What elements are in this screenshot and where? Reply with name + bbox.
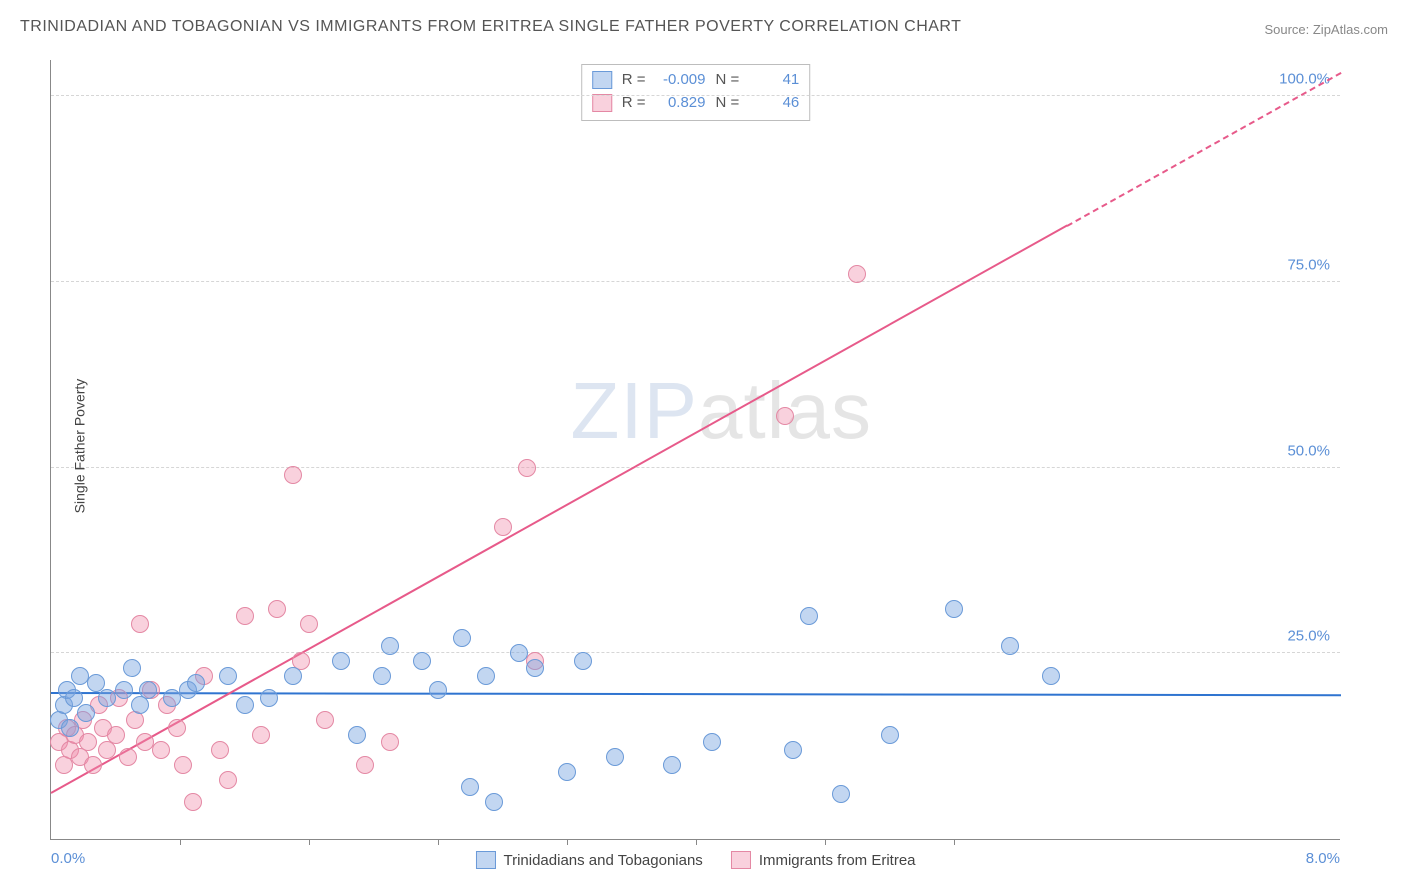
data-point-series-b bbox=[268, 600, 286, 618]
data-point-series-a bbox=[477, 667, 495, 685]
data-point-series-b bbox=[236, 607, 254, 625]
x-axis-max-label: 8.0% bbox=[1306, 850, 1340, 867]
data-point-series-a bbox=[284, 667, 302, 685]
data-point-series-b bbox=[131, 615, 149, 633]
data-point-series-a bbox=[219, 667, 237, 685]
swatch-series-a bbox=[592, 71, 612, 89]
data-point-series-a bbox=[945, 600, 963, 618]
data-point-series-a bbox=[784, 741, 802, 759]
chart-title: TRINIDADIAN AND TOBAGONIAN VS IMMIGRANTS… bbox=[20, 18, 961, 36]
y-tick-label: 25.0% bbox=[1287, 628, 1330, 645]
x-tick bbox=[180, 839, 181, 845]
data-point-series-b bbox=[494, 518, 512, 536]
xlegend-item-a: Trinidadians and Tobagonians bbox=[475, 851, 702, 869]
source-label: Source: ZipAtlas.com bbox=[1264, 22, 1388, 37]
data-point-series-b bbox=[252, 726, 270, 744]
data-point-series-a bbox=[663, 756, 681, 774]
swatch-series-a-bottom bbox=[475, 851, 495, 869]
gridline-h bbox=[51, 467, 1340, 468]
x-tick bbox=[954, 839, 955, 845]
x-tick bbox=[438, 839, 439, 845]
data-point-series-a bbox=[139, 681, 157, 699]
xlegend-item-b: Immigrants from Eritrea bbox=[731, 851, 916, 869]
data-point-series-a bbox=[373, 667, 391, 685]
data-point-series-b bbox=[152, 741, 170, 759]
data-point-series-a bbox=[574, 652, 592, 670]
data-point-series-b bbox=[184, 793, 202, 811]
chart-plot-area: ZIPatlas R = -0.009 N = 41 R = 0.829 N =… bbox=[50, 60, 1340, 840]
data-point-series-a bbox=[413, 652, 431, 670]
swatch-series-b bbox=[592, 94, 612, 112]
data-point-series-a bbox=[606, 748, 624, 766]
x-axis-legend: Trinidadians and Tobagonians Immigrants … bbox=[475, 851, 915, 869]
data-point-series-a bbox=[703, 733, 721, 751]
data-point-series-a bbox=[1001, 637, 1019, 655]
x-tick bbox=[696, 839, 697, 845]
data-point-series-b bbox=[381, 733, 399, 751]
n-value-a: 41 bbox=[749, 69, 799, 92]
data-point-series-a bbox=[260, 689, 278, 707]
data-point-series-a bbox=[429, 681, 447, 699]
data-point-series-b bbox=[356, 756, 374, 774]
data-point-series-b bbox=[211, 741, 229, 759]
correlation-legend: R = -0.009 N = 41 R = 0.829 N = 46 bbox=[581, 64, 811, 121]
data-point-series-a bbox=[381, 637, 399, 655]
data-point-series-a bbox=[558, 763, 576, 781]
data-point-series-a bbox=[1042, 667, 1060, 685]
data-point-series-a bbox=[510, 644, 528, 662]
x-axis-min-label: 0.0% bbox=[51, 850, 85, 867]
data-point-series-a bbox=[485, 793, 503, 811]
data-point-series-a bbox=[348, 726, 366, 744]
data-point-series-b bbox=[168, 719, 186, 737]
data-point-series-a bbox=[77, 704, 95, 722]
series-a-name: Trinidadians and Tobagonians bbox=[503, 852, 702, 869]
legend-row-a: R = -0.009 N = 41 bbox=[592, 69, 800, 92]
data-point-series-a bbox=[461, 778, 479, 796]
y-tick-label: 75.0% bbox=[1287, 256, 1330, 273]
x-tick bbox=[567, 839, 568, 845]
r-label-a: R = bbox=[622, 69, 646, 92]
data-point-series-b bbox=[284, 466, 302, 484]
page-root: TRINIDADIAN AND TOBAGONIAN VS IMMIGRANTS… bbox=[0, 0, 1406, 892]
series-b-name: Immigrants from Eritrea bbox=[759, 852, 916, 869]
data-point-series-a bbox=[800, 607, 818, 625]
data-point-series-a bbox=[832, 785, 850, 803]
data-point-series-b bbox=[518, 459, 536, 477]
data-point-series-a bbox=[332, 652, 350, 670]
swatch-series-b-bottom bbox=[731, 851, 751, 869]
gridline-h bbox=[51, 652, 1340, 653]
data-point-series-b bbox=[107, 726, 125, 744]
data-point-series-b bbox=[174, 756, 192, 774]
data-point-series-a bbox=[881, 726, 899, 744]
data-point-series-b bbox=[300, 615, 318, 633]
trend-line bbox=[51, 225, 1068, 794]
data-point-series-a bbox=[65, 689, 83, 707]
data-point-series-a bbox=[453, 629, 471, 647]
watermark: ZIPatlas bbox=[571, 365, 872, 457]
data-point-series-b bbox=[79, 733, 97, 751]
x-tick bbox=[825, 839, 826, 845]
data-point-series-b bbox=[776, 407, 794, 425]
y-tick-label: 50.0% bbox=[1287, 442, 1330, 459]
gridline-h bbox=[51, 281, 1340, 282]
data-point-series-a bbox=[115, 681, 133, 699]
n-label-a: N = bbox=[716, 69, 740, 92]
data-point-series-a bbox=[187, 674, 205, 692]
r-value-a: -0.009 bbox=[656, 69, 706, 92]
gridline-h bbox=[51, 95, 1340, 96]
data-point-series-b bbox=[316, 711, 334, 729]
y-tick-label: 100.0% bbox=[1279, 71, 1330, 88]
data-point-series-b bbox=[119, 748, 137, 766]
data-point-series-a bbox=[236, 696, 254, 714]
data-point-series-a bbox=[61, 719, 79, 737]
data-point-series-b bbox=[219, 771, 237, 789]
data-point-series-b bbox=[848, 265, 866, 283]
data-point-series-b bbox=[84, 756, 102, 774]
data-point-series-a bbox=[123, 659, 141, 677]
x-tick bbox=[309, 839, 310, 845]
data-point-series-a bbox=[526, 659, 544, 677]
